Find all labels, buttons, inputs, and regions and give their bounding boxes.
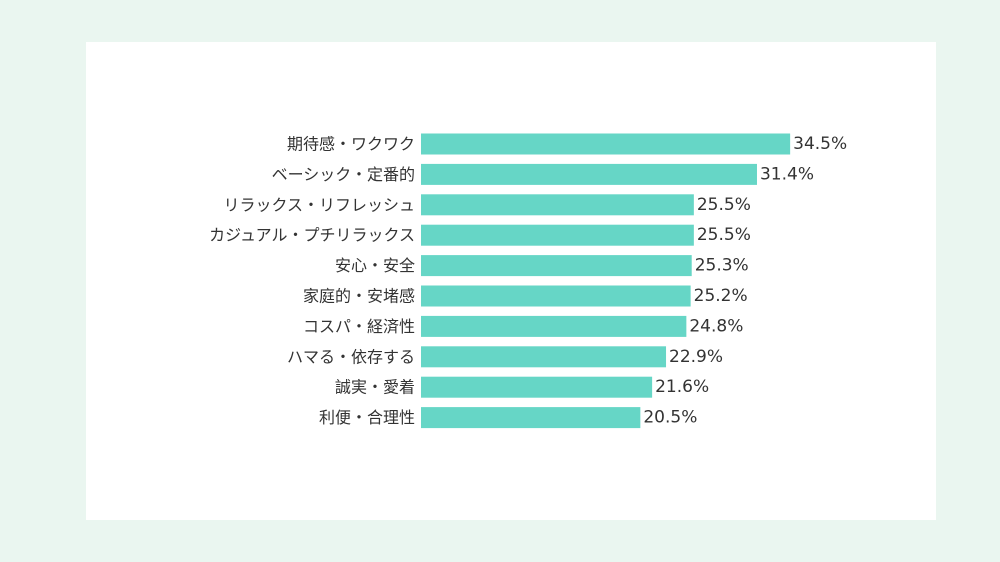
value-label: 22.9% (669, 347, 723, 367)
category-label: 利便・合理性 (319, 408, 415, 427)
bar (421, 407, 641, 429)
value-label: 21.6% (655, 377, 709, 397)
value-label: 34.5% (793, 134, 847, 154)
category-label: リラックス・リフレッシュ (223, 195, 415, 214)
value-label: 25.2% (694, 286, 748, 306)
category-label: ベーシック・定番的 (272, 165, 415, 184)
bar (421, 224, 694, 246)
value-label: 25.3% (695, 256, 749, 276)
bar (421, 346, 667, 368)
category-label: コスパ・経済性 (303, 317, 415, 336)
bar (421, 285, 691, 307)
bar (421, 194, 694, 216)
bar (421, 315, 687, 337)
category-label: 家庭的・安堵感 (303, 287, 415, 306)
category-label: 安心・安全 (335, 256, 415, 275)
value-label: 24.8% (689, 316, 743, 336)
category-label: 期待感・ワクワク (287, 135, 415, 154)
value-label: 25.5% (697, 195, 751, 215)
value-label: 20.5% (643, 408, 697, 428)
bar (421, 133, 791, 155)
bar (421, 376, 653, 398)
chart-card (86, 42, 936, 520)
category-label: 誠実・愛着 (335, 378, 415, 397)
bar (421, 255, 692, 277)
value-label: 31.4% (760, 164, 814, 184)
value-label: 25.5% (697, 225, 751, 245)
bar (421, 163, 757, 185)
category-label: ハマる・依存する (287, 347, 415, 366)
category-label: カジュアル・プチリラックス (209, 226, 415, 245)
